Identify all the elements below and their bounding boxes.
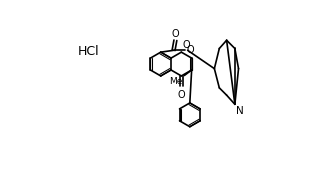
- Text: O: O: [182, 40, 190, 50]
- Text: O: O: [178, 90, 185, 100]
- Text: HCl: HCl: [77, 45, 99, 58]
- Text: O: O: [186, 45, 194, 55]
- Text: N: N: [236, 106, 244, 116]
- Text: O: O: [172, 29, 179, 39]
- Text: Me: Me: [169, 77, 183, 86]
